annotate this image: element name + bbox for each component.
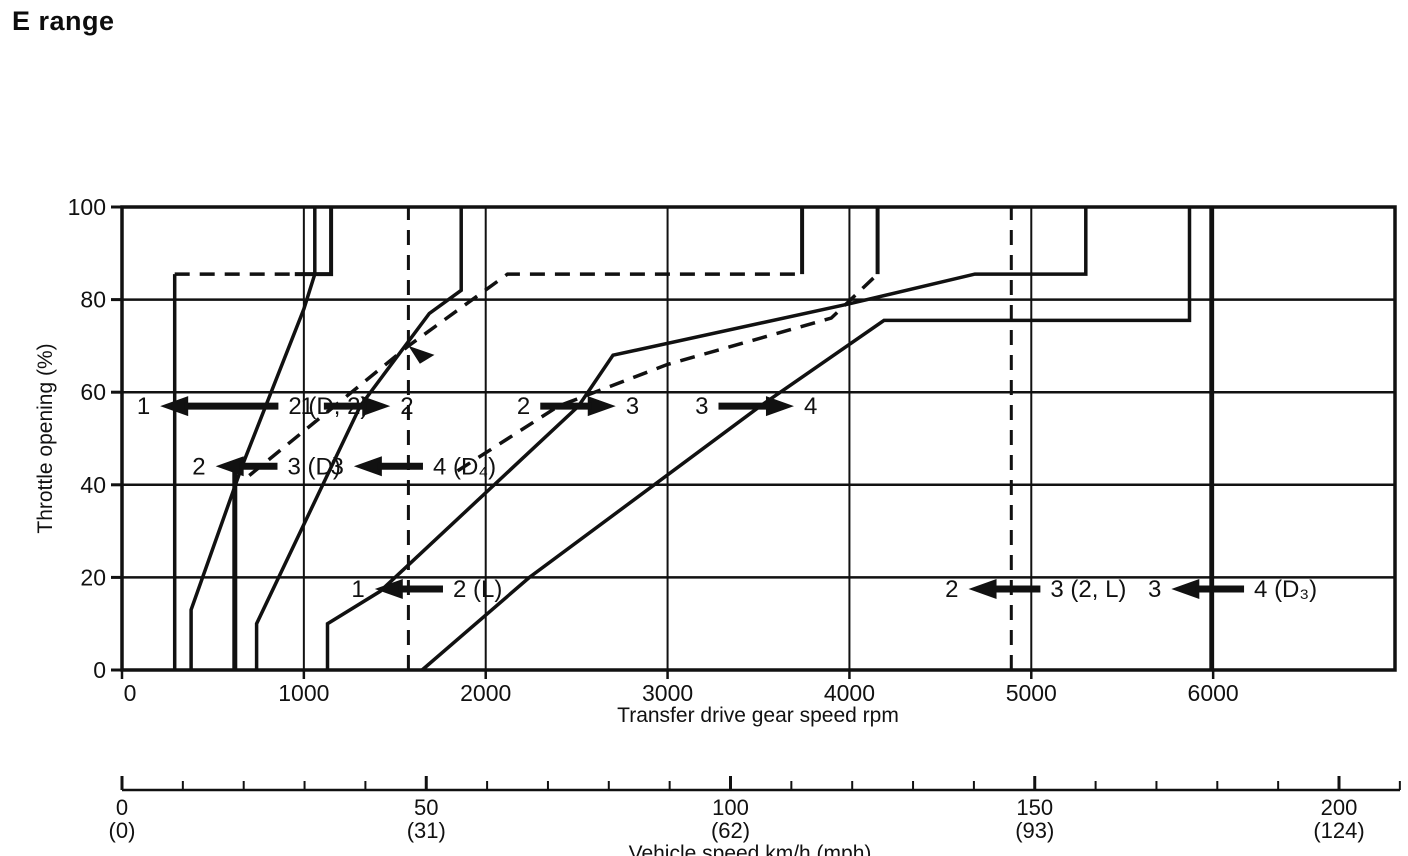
- annotation-right-label: 2: [400, 393, 413, 420]
- curve-up-1-2-curve: [254, 207, 463, 670]
- y-tick-label-60: 60: [80, 379, 106, 405]
- y-axis-title: Throttle opening (%): [34, 343, 57, 533]
- speed-kmh-label-100: 100: [712, 795, 749, 820]
- arrowhead-left: [353, 456, 382, 477]
- curve-down-2-1-step-solid: [294, 207, 334, 277]
- curve-dashed-mid-curve: [456, 272, 879, 473]
- annotation-shift-3-2-D: 2 3 (D): [192, 453, 341, 480]
- annotation-shift-2-1-L: 1 2 (L): [351, 576, 502, 603]
- throttle-axis: 0 20 40 60 80 100 Throttle opening (%): [34, 194, 122, 683]
- rpm-tick-label-3000: 3000: [642, 680, 693, 706]
- rpm-tick-label-0: 0: [124, 680, 137, 706]
- annotation-right-label: 3 (2, L): [1050, 576, 1126, 603]
- annotation-left-label: 2: [192, 453, 205, 480]
- grid-lines: [122, 207, 1395, 670]
- arrowhead-left: [968, 578, 997, 599]
- annotation-left-label: 1: [351, 576, 364, 603]
- rpm-tick-label-2000: 2000: [460, 680, 511, 706]
- rpm-tick-label-5000: 5000: [1006, 680, 1057, 706]
- rpm-tick-label-1000: 1000: [278, 680, 329, 706]
- speed-mph-label-100: (62): [711, 818, 750, 843]
- annotation-right-label: 4 (D₄): [433, 453, 496, 480]
- speed-mph-label-50: (31): [407, 818, 446, 843]
- annotation-shift-3-2-2L: 2 3 (2, L): [945, 576, 1126, 603]
- annotation-left-label: 3: [1148, 576, 1161, 603]
- arrowhead-left: [374, 578, 403, 599]
- arrowhead-right: [587, 396, 616, 417]
- annotation-right-label: 4 (D₃): [1254, 576, 1317, 603]
- y-tick-label-100: 100: [68, 194, 106, 220]
- annotation-left-label: 2: [945, 576, 958, 603]
- curve-dashed-upper-curve: [248, 272, 803, 477]
- y-tick-label-40: 40: [80, 472, 106, 498]
- arrowhead-left: [215, 456, 244, 477]
- annotation-left-label: 3: [331, 453, 344, 480]
- arrowhead-left: [160, 396, 189, 417]
- speed-mph-label-0: (0): [109, 818, 136, 843]
- arrowhead-left: [1171, 578, 1200, 599]
- speed-kmh-label-200: 200: [1321, 795, 1358, 820]
- curve-up-3-4-curve: [420, 207, 1192, 672]
- speed-kmh-label-150: 150: [1016, 795, 1053, 820]
- annotation-right-label: 3: [626, 393, 639, 420]
- y-tick-label-80: 80: [80, 287, 106, 313]
- speed-axis: 0(0) 50(31) 100(62) 150(93) 200(124) Vehicle …: [109, 776, 1401, 856]
- plot-border: [120, 205, 1397, 672]
- speed-mph-label-200: (124): [1313, 818, 1364, 843]
- annotation-right-label: 4: [804, 393, 817, 420]
- annotation-left-label: 2: [517, 393, 530, 420]
- rpm-tick-label-4000: 4000: [824, 680, 875, 706]
- annotation-shift-4-3-D4: 3 4 (D₄): [331, 453, 497, 480]
- rpm-tick-label-6000: 6000: [1188, 680, 1239, 706]
- speed-kmh-label-0: 0: [116, 795, 128, 820]
- annotation-shift-2-1-D2: 12 (D, 2): [137, 393, 369, 420]
- annotation-left-label: 1: [301, 393, 314, 420]
- shift-curves: [172, 207, 1214, 672]
- dashed-curve-arrowhead: [408, 345, 435, 364]
- annotation-shift-4-3-D3: 3 4 (D₃): [1148, 576, 1317, 603]
- arrowhead-right: [362, 396, 391, 417]
- annotation-right-label: 3 (D): [287, 453, 340, 480]
- curve-up-2-3-curve: [325, 207, 1088, 670]
- annotation-right-label: 2 (L): [453, 576, 502, 603]
- rpm-axis-title: Transfer drive gear speed rpm: [617, 704, 899, 727]
- speed-mph-label-150: (93): [1015, 818, 1054, 843]
- annotation-left-label: 3: [695, 393, 708, 420]
- arrowhead-right: [765, 396, 794, 417]
- plot-frame: [120, 205, 1397, 672]
- speed-kmh-label-50: 50: [414, 795, 438, 820]
- annotation-left-label: 1: [137, 393, 150, 420]
- rpm-axis: 0 1000 2000 3000 4000 5000 6000 Transfer drive …: [120, 670, 1239, 727]
- y-tick-label-20: 20: [80, 564, 106, 590]
- curve-down-3-2-curve: [189, 207, 317, 670]
- y-tick-label-0: 0: [93, 657, 106, 683]
- speed-axis-title: Vehicle speed km/h (mph): [629, 842, 872, 856]
- page-title: E range: [12, 6, 115, 36]
